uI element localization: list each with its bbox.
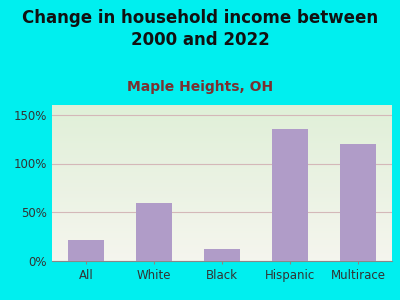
Bar — [136, 202, 172, 261]
Bar — [272, 129, 308, 261]
Bar — [204, 249, 240, 261]
Bar — [340, 144, 376, 261]
Text: Maple Heights, OH: Maple Heights, OH — [127, 80, 273, 94]
Text: Change in household income between
2000 and 2022: Change in household income between 2000 … — [22, 9, 378, 49]
Bar — [68, 239, 104, 261]
